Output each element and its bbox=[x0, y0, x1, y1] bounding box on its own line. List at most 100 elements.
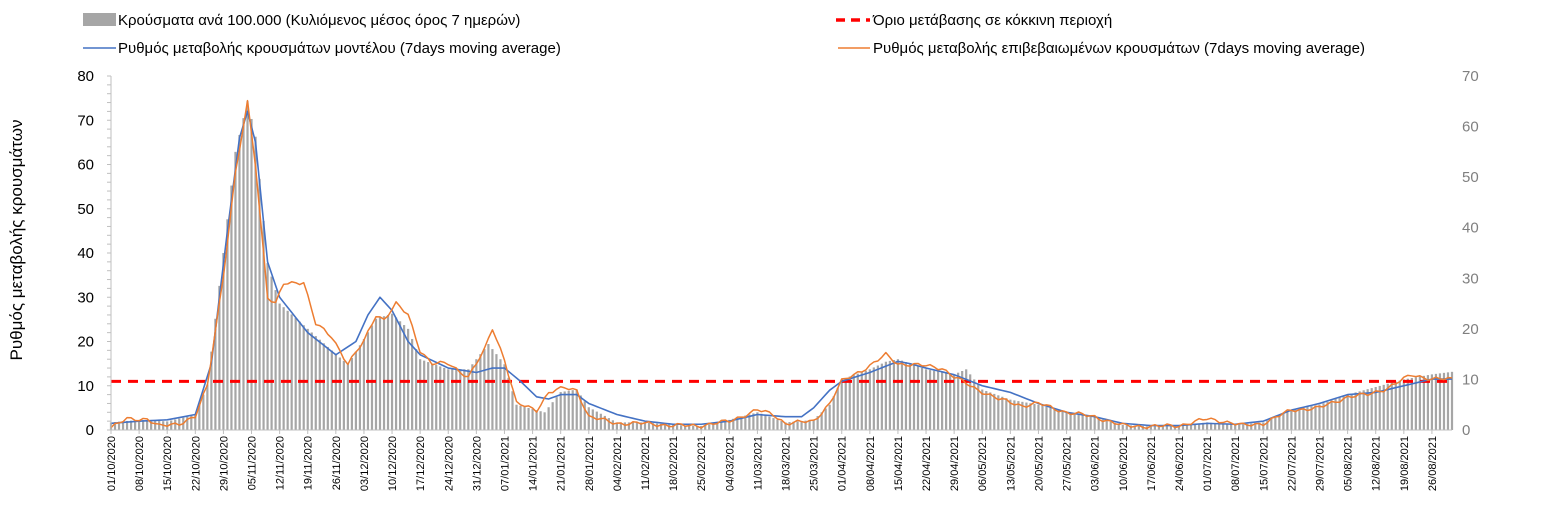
bar bbox=[828, 404, 831, 430]
bar bbox=[603, 415, 606, 430]
bar bbox=[1438, 373, 1442, 430]
bar bbox=[471, 364, 474, 430]
bar bbox=[326, 346, 329, 430]
y-tick-left: 30 bbox=[77, 289, 94, 306]
bar bbox=[125, 420, 129, 430]
x-tick-label: 11/02/2021 bbox=[640, 436, 652, 490]
y-tick-left: 10 bbox=[77, 378, 94, 395]
bar bbox=[760, 413, 763, 430]
bar bbox=[398, 321, 402, 430]
bar bbox=[932, 370, 936, 430]
bar bbox=[688, 425, 691, 430]
bar bbox=[258, 178, 261, 430]
bar bbox=[1057, 410, 1060, 430]
y-tick-right: 60 bbox=[1462, 119, 1479, 136]
y-tick-left: 60 bbox=[77, 157, 94, 174]
bar bbox=[1045, 406, 1048, 430]
bar bbox=[1346, 394, 1349, 430]
bar bbox=[234, 151, 237, 431]
bar bbox=[1354, 392, 1357, 430]
bar bbox=[997, 395, 1000, 430]
bar bbox=[519, 405, 522, 430]
legend-label-confirmed: Ρυθμός μεταβολής επιβεβαιωμένων κρουσμάτ… bbox=[873, 40, 1365, 57]
bar bbox=[1218, 423, 1221, 430]
bar bbox=[1085, 415, 1088, 430]
y-tick-left: 70 bbox=[77, 112, 94, 129]
y-tick-left: 40 bbox=[77, 245, 94, 262]
x-tick-label: 17/06/2021 bbox=[1146, 436, 1158, 491]
bar bbox=[194, 414, 197, 430]
bar bbox=[415, 349, 418, 430]
bar bbox=[411, 338, 414, 430]
x-tick-label: 25/03/2021 bbox=[809, 436, 821, 491]
bar bbox=[475, 359, 478, 430]
bar bbox=[1093, 417, 1096, 430]
bar bbox=[1246, 423, 1249, 430]
bar bbox=[117, 421, 121, 430]
bar bbox=[1226, 424, 1229, 430]
bar bbox=[314, 336, 317, 430]
bar bbox=[1169, 426, 1173, 430]
x-tick-label: 29/10/2020 bbox=[218, 436, 230, 491]
bar bbox=[262, 220, 265, 430]
bar bbox=[186, 416, 189, 430]
bar bbox=[1234, 424, 1237, 430]
bar bbox=[1242, 424, 1245, 430]
bar bbox=[1205, 422, 1209, 430]
bar bbox=[1197, 423, 1201, 430]
bar bbox=[892, 360, 896, 430]
bar bbox=[900, 360, 904, 430]
bar bbox=[113, 422, 117, 430]
bar bbox=[463, 369, 466, 430]
bar bbox=[511, 391, 514, 430]
bar bbox=[1189, 424, 1193, 430]
bar bbox=[1005, 398, 1008, 430]
bar bbox=[310, 332, 313, 430]
bar bbox=[920, 367, 924, 430]
y-ticks-right: 0 10 20 30 40 50 60 70 bbox=[1462, 68, 1479, 439]
bar bbox=[1033, 403, 1036, 430]
bar bbox=[358, 345, 362, 430]
bar bbox=[386, 314, 390, 430]
bar bbox=[214, 318, 217, 430]
bar bbox=[812, 419, 815, 430]
bar bbox=[908, 363, 912, 430]
bar bbox=[1366, 389, 1369, 430]
bar bbox=[1402, 379, 1405, 430]
bar bbox=[977, 384, 980, 430]
bar bbox=[459, 369, 462, 430]
bar bbox=[230, 185, 233, 430]
bar bbox=[1210, 422, 1213, 430]
bar bbox=[1334, 398, 1337, 430]
bar bbox=[483, 349, 486, 430]
bar bbox=[856, 373, 859, 430]
bar bbox=[583, 401, 586, 430]
bar bbox=[523, 406, 526, 430]
bar bbox=[635, 422, 639, 430]
bar bbox=[740, 416, 743, 430]
bar bbox=[1230, 424, 1233, 430]
bar bbox=[579, 395, 582, 430]
bar bbox=[860, 372, 863, 430]
y-tick-left: 20 bbox=[77, 334, 94, 351]
bar bbox=[832, 396, 835, 430]
x-tick-label: 13/05/2021 bbox=[1005, 436, 1017, 491]
bar bbox=[896, 359, 900, 430]
line-series bbox=[110, 99, 1453, 430]
bar bbox=[423, 360, 426, 430]
x-tick-label: 20/05/2021 bbox=[1034, 436, 1046, 491]
bar bbox=[820, 412, 823, 430]
bar bbox=[1061, 411, 1064, 430]
bar bbox=[1418, 376, 1421, 430]
bar bbox=[1358, 391, 1361, 430]
x-tick-label: 03/12/2020 bbox=[359, 436, 371, 491]
bar bbox=[318, 339, 321, 430]
bar bbox=[1041, 405, 1044, 430]
x-tick-label: 15/04/2021 bbox=[893, 436, 905, 491]
bar bbox=[808, 420, 811, 430]
x-tick-label: 14/01/2021 bbox=[528, 436, 540, 491]
bar bbox=[904, 362, 908, 430]
x-tick-label: 29/07/2021 bbox=[1315, 436, 1327, 491]
bar bbox=[671, 424, 675, 430]
bar bbox=[880, 363, 883, 431]
